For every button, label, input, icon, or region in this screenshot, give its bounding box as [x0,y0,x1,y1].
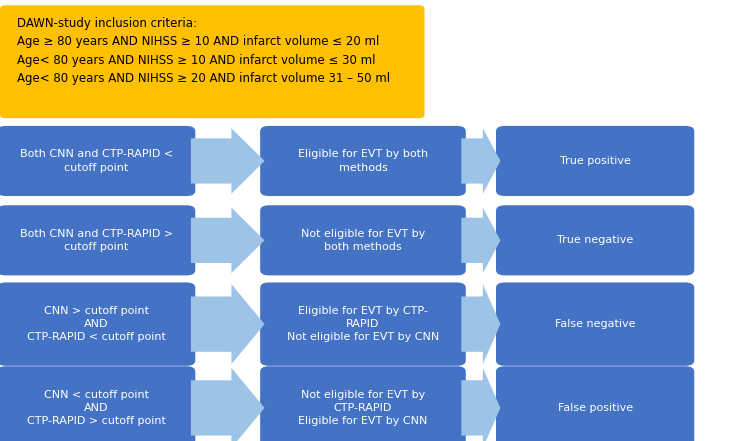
Polygon shape [461,284,500,364]
Text: Eligible for EVT by CTP-
RAPID
Not eligible for EVT by CNN: Eligible for EVT by CTP- RAPID Not eligi… [287,306,439,342]
Polygon shape [461,208,500,273]
FancyBboxPatch shape [0,126,195,196]
Text: CNN < cutoff point
AND
CTP-RAPID > cutoff point: CNN < cutoff point AND CTP-RAPID > cutof… [27,390,166,426]
Polygon shape [461,128,500,194]
Polygon shape [191,284,265,364]
FancyBboxPatch shape [0,366,195,441]
Polygon shape [191,208,265,273]
FancyBboxPatch shape [260,282,466,366]
FancyBboxPatch shape [496,282,694,366]
Text: DAWN-study inclusion criteria:
Age ≥ 80 years AND NIHSS ≥ 10 AND infarct volume : DAWN-study inclusion criteria: Age ≥ 80 … [17,17,390,85]
FancyBboxPatch shape [260,366,466,441]
Text: Not eligible for EVT by
both methods: Not eligible for EVT by both methods [301,229,425,252]
Polygon shape [461,368,500,441]
Text: Eligible for EVT by both
methods: Eligible for EVT by both methods [298,149,428,172]
Text: True positive: True positive [559,156,631,166]
FancyBboxPatch shape [0,5,425,118]
FancyBboxPatch shape [260,126,466,196]
Text: False negative: False negative [555,319,635,329]
Text: Not eligible for EVT by
CTP-RAPID
Eligible for EVT by CNN: Not eligible for EVT by CTP-RAPID Eligib… [298,390,427,426]
FancyBboxPatch shape [0,282,195,366]
Polygon shape [191,368,265,441]
Text: Both CNN and CTP-RAPID <
cutoff point: Both CNN and CTP-RAPID < cutoff point [20,149,172,172]
Text: False positive: False positive [558,403,632,413]
Text: True negative: True negative [557,235,633,245]
Text: Both CNN and CTP-RAPID >
cutoff point: Both CNN and CTP-RAPID > cutoff point [20,229,172,252]
FancyBboxPatch shape [496,126,694,196]
FancyBboxPatch shape [260,206,466,275]
FancyBboxPatch shape [496,366,694,441]
Text: CNN > cutoff point
AND
CTP-RAPID < cutoff point: CNN > cutoff point AND CTP-RAPID < cutof… [27,306,166,342]
FancyBboxPatch shape [0,206,195,275]
Polygon shape [191,128,265,194]
FancyBboxPatch shape [496,206,694,275]
